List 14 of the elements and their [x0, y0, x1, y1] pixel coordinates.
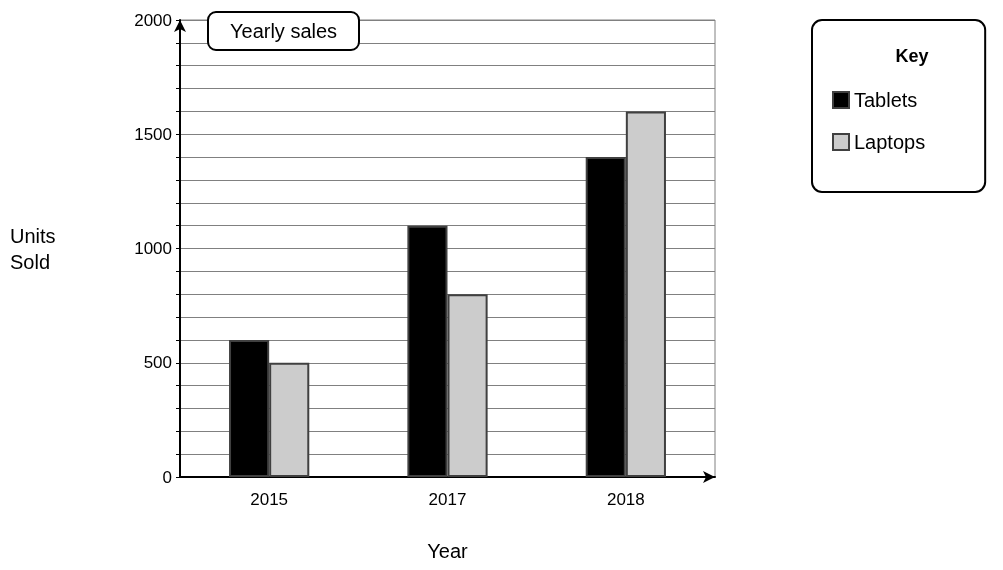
y-tick-label: 500: [143, 353, 172, 373]
legend-label: Laptops: [854, 131, 926, 153]
y-tick-label: 1500: [134, 124, 172, 144]
y-tick-label: 1000: [134, 239, 172, 258]
x-tick-label: 2015: [250, 490, 289, 509]
x-tick-label: 2017: [428, 490, 467, 509]
x-tick-label: 2018: [606, 490, 645, 509]
legend-label: Tablets: [854, 89, 918, 111]
y-tick-label: 2000: [134, 10, 172, 30]
y-axis-title: Units Sold: [10, 224, 56, 273]
y-tick-label: 0: [162, 467, 172, 487]
chart-title: Yearly sales: [230, 20, 338, 42]
x-axis-title: Year: [427, 540, 469, 562]
legend-title: Key: [895, 46, 929, 66]
